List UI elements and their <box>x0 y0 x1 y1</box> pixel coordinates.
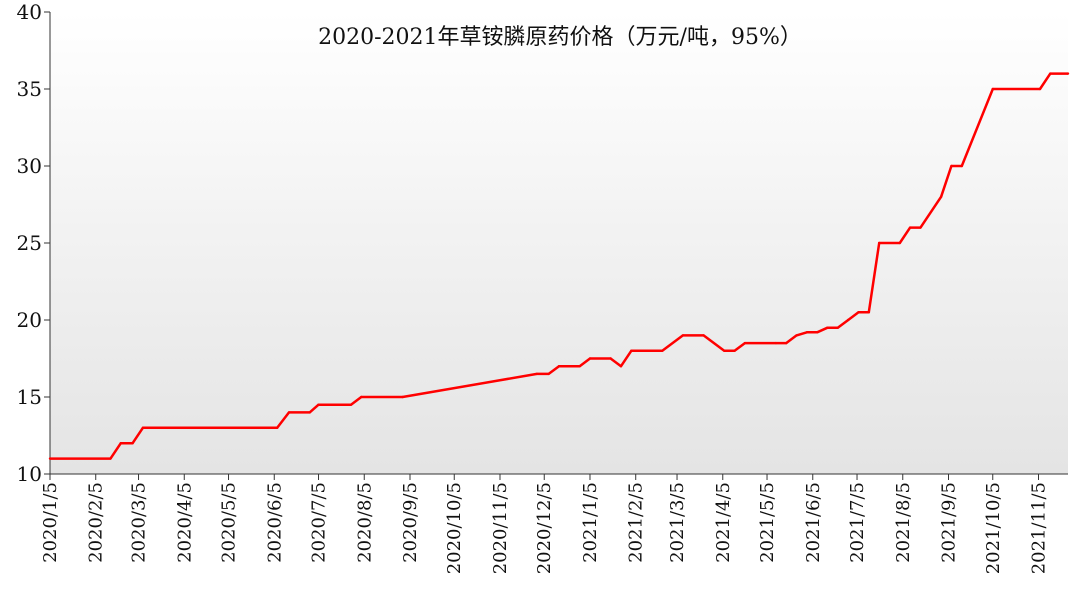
data-point <box>609 357 612 360</box>
y-tick-label: 40 <box>17 0 42 24</box>
data-point <box>1038 87 1042 91</box>
data-point <box>774 341 778 345</box>
data-point <box>743 341 747 345</box>
y-tick-label: 10 <box>17 462 42 486</box>
data-point <box>276 426 279 429</box>
data-point <box>308 411 311 414</box>
x-tick-label: 2021/3/5 <box>667 482 688 563</box>
data-point <box>898 241 902 245</box>
x-tick-label: 2021/7/5 <box>847 482 868 563</box>
data-point <box>535 372 539 376</box>
data-point <box>908 226 912 229</box>
data-point <box>857 311 860 314</box>
data-point <box>815 331 819 334</box>
x-tick-label: 2020/6/5 <box>264 482 285 563</box>
x-tick-label: 2021/9/5 <box>938 482 959 563</box>
data-point <box>547 372 550 376</box>
data-point <box>733 349 736 352</box>
x-tick-label: 2020/1/5 <box>40 482 61 563</box>
x-tick-label: 2021/5/5 <box>757 482 778 563</box>
data-point <box>826 326 829 329</box>
x-tick-label: 2020/11/5 <box>490 482 511 574</box>
x-tick-label: 2021/6/5 <box>803 482 824 563</box>
x-axis: 2020/1/5 2020/2/5 2020/3/5 2020/4/5 2020/5/5… <box>40 473 1068 574</box>
x-tick-label: 2021/10/5 <box>983 482 1004 574</box>
data-point <box>960 164 963 168</box>
data-point <box>557 365 561 368</box>
x-tick-label: 2021/2/5 <box>626 482 647 563</box>
y-tick-label: 25 <box>17 231 42 255</box>
data-point <box>805 331 809 334</box>
data-point <box>109 457 112 460</box>
data-point <box>991 87 994 91</box>
data-point <box>588 357 592 360</box>
data-point <box>131 442 134 445</box>
data-point <box>630 349 633 352</box>
y-tick-label: 30 <box>17 154 42 178</box>
y-tick-label: 35 <box>17 77 42 101</box>
data-point <box>939 195 943 198</box>
data-point <box>141 426 145 429</box>
plot-background <box>50 12 1068 474</box>
x-tick-label: 2020/8/5 <box>354 482 375 563</box>
data-point <box>48 457 52 460</box>
data-point <box>836 326 840 329</box>
data-point <box>349 403 353 406</box>
y-axis: 10 15 20 25 30 35 40 <box>17 0 51 486</box>
x-tick-label: 2020/3/5 <box>129 482 150 563</box>
data-point <box>785 341 788 345</box>
y-tick-label: 15 <box>17 385 42 409</box>
x-tick-label: 2021/8/5 <box>893 482 914 563</box>
data-point <box>867 311 871 314</box>
y-tick-label: 20 <box>17 308 42 332</box>
x-tick-label: 2020/7/5 <box>309 482 330 563</box>
data-point <box>681 334 685 337</box>
x-tick-label: 2021/11/5 <box>1028 482 1049 574</box>
data-point <box>619 365 623 368</box>
data-point <box>877 241 881 245</box>
x-tick-label: 2020/2/5 <box>86 482 107 563</box>
data-point <box>119 442 123 445</box>
data-point <box>661 349 664 352</box>
data-point <box>795 334 798 337</box>
data-point <box>578 365 581 368</box>
x-tick-label: 2021/4/5 <box>713 482 734 563</box>
x-tick-label: 2020/9/5 <box>400 482 421 563</box>
data-point <box>723 349 726 352</box>
data-point <box>360 395 363 399</box>
x-tick-label: 2021/1/5 <box>580 482 601 563</box>
data-point <box>287 411 291 414</box>
x-tick-label: 2020/4/5 <box>174 482 195 563</box>
data-point <box>317 403 320 406</box>
chart-title: 2020-2021年草铵膦原药价格（万元/吨，95%） <box>318 25 802 50</box>
data-point <box>1066 72 1070 75</box>
x-tick-label: 2020/10/5 <box>444 482 465 574</box>
data-point <box>1049 72 1052 75</box>
series-layer <box>48 72 1070 460</box>
data-point <box>950 164 953 168</box>
data-point <box>702 334 705 337</box>
data-point <box>846 318 850 322</box>
data-point <box>401 395 404 399</box>
x-tick-label: 2020/5/5 <box>219 482 240 563</box>
x-tick-label: 2020/12/5 <box>534 482 555 574</box>
data-point <box>919 226 922 229</box>
